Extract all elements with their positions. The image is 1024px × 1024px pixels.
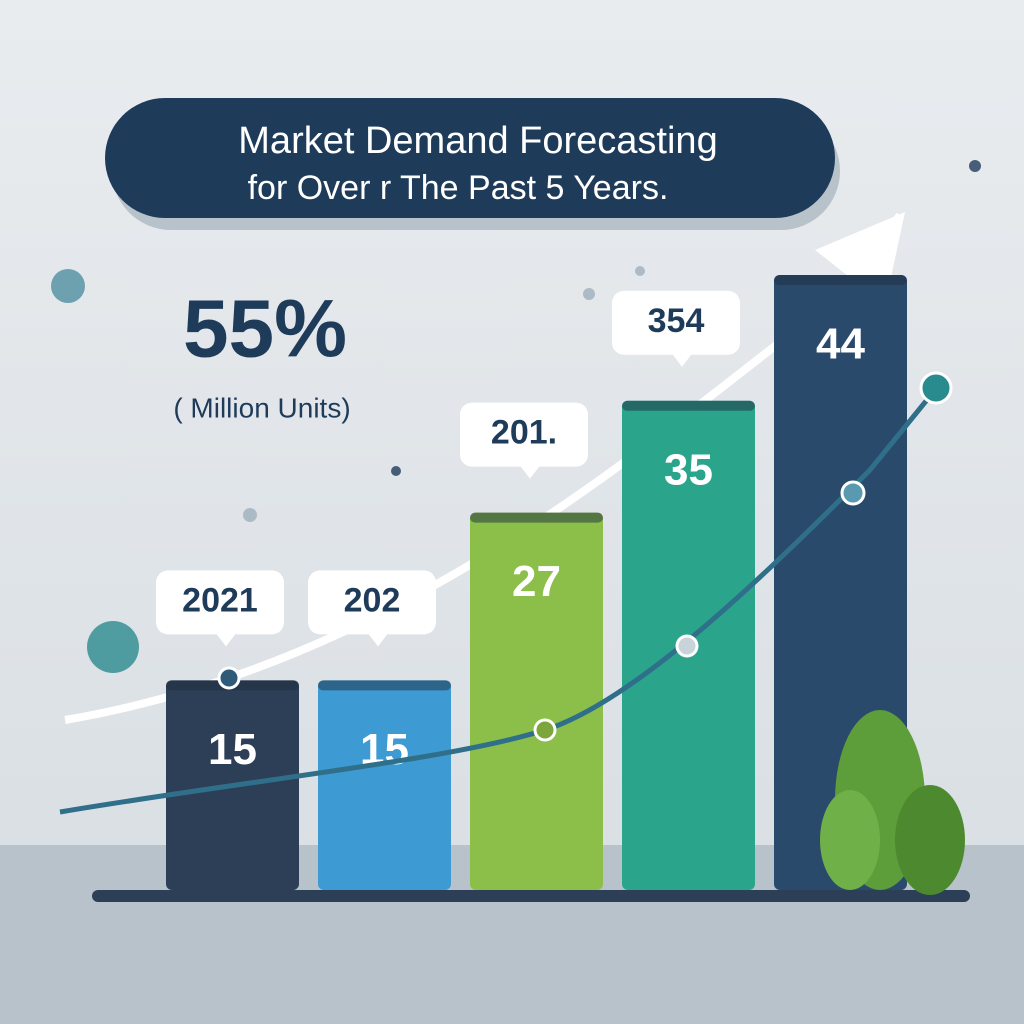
callout (612, 290, 740, 355)
chart-title: Market Demand Forecasting (238, 120, 717, 162)
bar (318, 680, 451, 890)
data-label: 44 (816, 320, 865, 369)
callout (156, 570, 284, 635)
plant (820, 710, 965, 895)
callout (460, 402, 588, 467)
data-label: 15 (208, 725, 257, 774)
annotation-big: 55% (183, 284, 347, 375)
bar-cap (318, 680, 451, 691)
category-label: 201. (491, 414, 557, 452)
title-pill (105, 98, 835, 218)
baseline (92, 890, 970, 902)
trend-points (217, 371, 953, 742)
callout-tail (368, 633, 388, 647)
bar-cap (774, 275, 907, 285)
callout-tail (520, 465, 540, 479)
bar (470, 512, 603, 890)
bar-cap (470, 512, 603, 523)
bar-cap (622, 400, 755, 411)
data-label: 35 (664, 445, 713, 494)
callout-tail (216, 633, 236, 647)
annotation-unit: ( Million Units) (173, 392, 350, 423)
callout-tail (672, 353, 692, 367)
category-label: 354 (648, 302, 705, 340)
callout (308, 570, 436, 635)
data-label: 27 (512, 557, 561, 606)
category-label: 2021 (182, 581, 258, 619)
category-label: 202 (344, 581, 401, 619)
chart-subtitle: for Over r The Past 5 Years. (248, 169, 669, 207)
